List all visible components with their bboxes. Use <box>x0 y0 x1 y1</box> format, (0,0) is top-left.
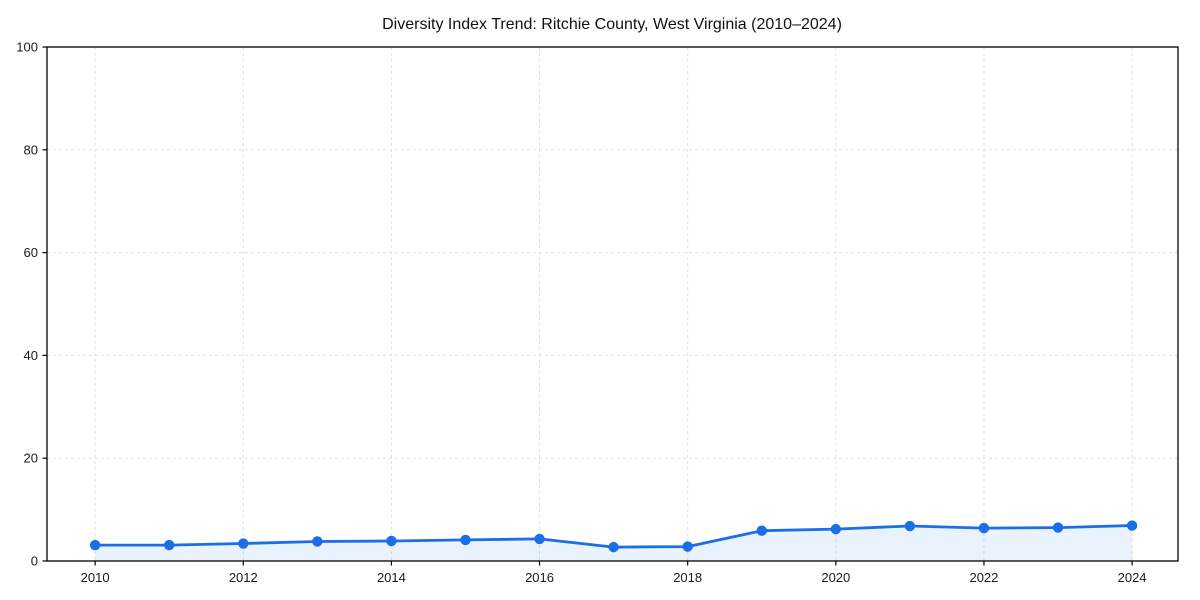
x-tick-label: 2018 <box>673 570 702 585</box>
data-point <box>89 539 101 551</box>
data-point <box>1052 522 1064 533</box>
y-tick-label: 80 <box>24 142 38 157</box>
data-point <box>608 541 619 553</box>
data-point <box>978 522 990 534</box>
data-point <box>682 541 693 552</box>
data-point <box>386 535 397 547</box>
x-tick-label: 2012 <box>229 570 258 585</box>
data-point <box>534 533 545 545</box>
data-points <box>89 520 1138 553</box>
data-point <box>1126 520 1138 531</box>
data-point <box>238 538 249 549</box>
plot-border <box>46 46 1179 562</box>
axis-ticks <box>42 46 1133 566</box>
x-tick-label: 2022 <box>969 570 998 585</box>
data-point <box>830 523 842 535</box>
data-point <box>904 520 916 532</box>
data-point <box>312 536 323 547</box>
x-tick-label: 2014 <box>377 570 406 585</box>
y-tick-label: 20 <box>24 451 38 466</box>
area-fill <box>95 525 1133 561</box>
series-area <box>95 525 1133 561</box>
x-tick-label: 2016 <box>525 570 554 585</box>
data-point <box>756 525 767 536</box>
plot-frame <box>46 46 1179 562</box>
x-tick-label: 2020 <box>821 570 850 585</box>
data-point <box>164 539 175 551</box>
x-tick-label: 2024 <box>1118 570 1147 585</box>
data-point <box>460 534 471 546</box>
y-tick-label: 60 <box>24 245 38 260</box>
x-tick-label: 2010 <box>81 570 110 585</box>
y-tick-label: 0 <box>31 554 38 569</box>
y-tick-label: 100 <box>16 40 38 55</box>
y-tick-label: 40 <box>24 348 38 363</box>
axis-tick-labels: 2010 2012 2014 2016 2018 2020 2022 2024 0 20 40 60 8… <box>16 40 1146 586</box>
chart-title: Diversity Index Trend: Ritchie County, W… <box>382 16 842 33</box>
